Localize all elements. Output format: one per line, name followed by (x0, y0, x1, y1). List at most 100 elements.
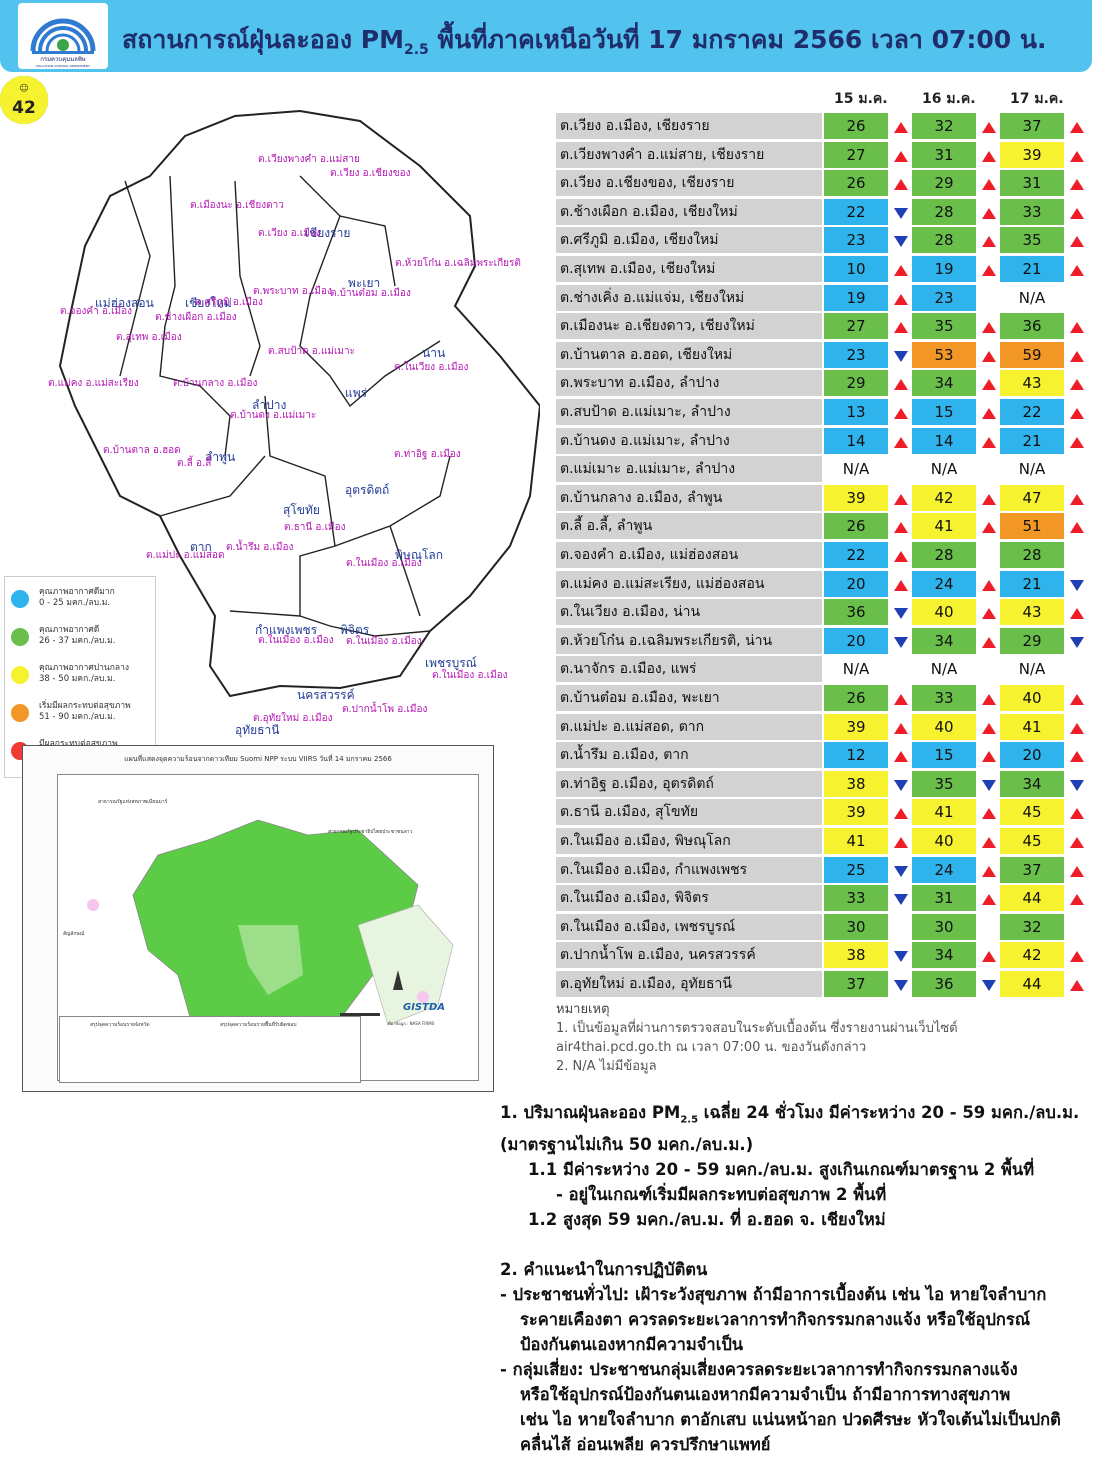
pm25-value-cell: 40 (912, 599, 976, 626)
trend-up-icon (1070, 408, 1084, 419)
station-label: ต.เวียงพางคำ อ.แม่สาย (258, 154, 360, 165)
advice-general-3: ป้องกันตนเองหากมีความจำเป็น (520, 1335, 744, 1355)
station-label: ต.จองคำ อ.เมือง (60, 306, 132, 317)
pm25-value-cell: 40 (1000, 685, 1064, 711)
trend-up-icon (1070, 179, 1084, 191)
pm25-value-cell: 37 (824, 971, 888, 997)
trend-up-icon (894, 179, 908, 191)
station-label: ต.ธานี อ.เมือง (284, 522, 346, 533)
province-label: เพชรบูรณ์ (425, 656, 477, 670)
pm25-value-cell: 29 (912, 170, 976, 197)
trend-down-icon (894, 350, 908, 362)
table-row: ต.แม่เมาะ อ.แม่เมาะ, ลำปาง N/A N/A N/A (556, 456, 1086, 483)
advice-risk-4: คลื่นไส้ อ่อนเพลีย ควรปรึกษาแพทย์ (520, 1435, 771, 1455)
date-header-2: 16 ม.ค. (922, 91, 976, 107)
table-row: ต.บ้านตาล อ.ฮอด, เชียงใหม่ 23 53 59 (556, 341, 1086, 368)
legend-range: 38 - 50 มคก./ลบ.ม. (39, 674, 116, 684)
pm25-value-cell: 31 (912, 885, 976, 912)
trend-up-icon (894, 322, 908, 334)
legend-entry: เริ่มมีผลกระทบต่อสุขภาพ 51 - 90 มคก./ลบ.ม… (39, 701, 155, 723)
legend-swatch (11, 704, 29, 722)
country-label-myanmar: สาธารณรัฐแห่งสหภาพเมียนมาร์ (98, 798, 168, 805)
map-legend: คุณภาพอากาศดีมาก 0 - 25 มคก./ลบ.ม. คุณภาพอ… (4, 576, 156, 778)
station-label: ต.ในเมือง อ.เมือง (346, 636, 422, 647)
station-name-cell: ต.ในเมือง อ.เมือง, เพชรบูรณ์ (556, 913, 822, 940)
trend-up-icon (894, 837, 908, 848)
station-name-cell: ต.ศรีภูมิ อ.เมือง, เชียงใหม่ (556, 227, 822, 254)
pm25-value-cell: 42 (912, 484, 976, 511)
pm25-value-cell: 30 (824, 913, 888, 940)
notes-line-1: 1. เป็นข้อมูลที่ผ่านการตรวจสอบในระดับเบื… (556, 1021, 958, 1036)
trend-up-icon (1070, 493, 1084, 505)
trend-up-icon (894, 122, 908, 133)
legend-swatch (11, 590, 29, 608)
trend-up-icon (982, 436, 996, 448)
pm25-value-cell: 44 (1000, 971, 1064, 997)
date-header-1: 15 ม.ค. (834, 91, 888, 107)
pm25-value-cell: 26 (824, 685, 888, 711)
table-row: ต.เวียง อ.เชียงของ, เชียงราย 26 29 31 (556, 170, 1086, 197)
pm25-value-cell: 43 (1000, 599, 1064, 626)
trend-down-icon (894, 779, 908, 791)
trend-up-icon (894, 522, 908, 534)
station-name-cell: ต.จองคำ อ.เมือง, แม่ฮ่องสอน (556, 542, 822, 568)
trend-down-icon (1070, 779, 1084, 791)
hotspot-summary-right-title: สรุปจุดความร้อนรายพื้นที่รับผิดชอบ (220, 1022, 297, 1028)
station-name-cell: ต.แม่คง อ.แม่สะเรียง, แม่ฮ่องสอน (556, 570, 822, 597)
trend-down-icon (894, 894, 908, 906)
table-row: ต.ปากน้ำโพ อ.เมือง, นครสวรรค์ 38 34 42 (556, 942, 1086, 969)
station-name-cell: ต.ในเวียง อ.เมือง, น่าน (556, 599, 822, 626)
pm25-value-cell: 24 (912, 856, 976, 883)
pm25-value-cell: N/A (1018, 460, 1046, 479)
summary-point-1-standard: (มาตรฐานไม่เกิน 50 มคก./ลบ.ม.) (500, 1135, 754, 1155)
station-label: ต.สุเทพ อ.เมือง (116, 332, 182, 343)
trend-up-icon (982, 179, 996, 191)
station-label: ต.บ้านตาล อ.ฮอด (103, 445, 181, 456)
table-row: ต.เวียงพางคำ อ.แม่สาย, เชียงราย 27 31 39 (556, 141, 1086, 168)
trend-up-icon (982, 951, 996, 963)
pm25-value-cell: 35 (1000, 227, 1064, 254)
legend-swatch (11, 628, 29, 646)
notes-heading: หมายเหตุ (556, 1002, 610, 1017)
pm25-value-cell: 37 (1000, 113, 1064, 139)
date-header-3: 17 ม.ค. (1010, 91, 1064, 107)
pm25-value-cell: 21 (1000, 256, 1064, 282)
trend-up-icon (894, 265, 908, 276)
pm25-value-cell: 32 (912, 113, 976, 139)
pm25-value-cell: 43 (1000, 370, 1064, 397)
trend-up-icon (894, 436, 908, 448)
trend-up-icon (1070, 694, 1084, 705)
pm25-value-cell: 28 (912, 227, 976, 254)
station-name-cell: ต.ลี้ อ.ลี้, ลำพูน (556, 513, 822, 540)
table-row: ต.เมืองนะ อ.เชียงดาว, เชียงใหม่ 27 35 36 (556, 313, 1086, 340)
pm25-value-cell: 41 (912, 799, 976, 826)
trend-down-icon (982, 980, 996, 991)
station-label: ต.ช้างเผือก อ.เมือง (155, 312, 237, 323)
pm25-value-cell: N/A (842, 660, 870, 679)
pm25-value-cell: 41 (1000, 713, 1064, 740)
legend-entry: คุณภาพอากาศดีมาก 0 - 25 มคก./ลบ.ม. (39, 587, 155, 609)
trend-up-icon (1070, 379, 1084, 391)
station-label: ต.แม่คง อ.แม่สะเรียง (48, 378, 139, 389)
table-row: ต.ในเมือง อ.เมือง, กำแพงเพชร 25 24 37 (556, 856, 1086, 883)
trend-down-icon (1070, 579, 1084, 591)
summary-point-1-1-detail: - อยู่ในเกณฑ์เริ่มมีผลกระทบต่อสุขภาพ 2 พ… (556, 1185, 887, 1205)
pm25-value-cell: 53 (912, 341, 976, 368)
trend-up-icon (1070, 150, 1084, 162)
trend-up-icon (982, 608, 996, 620)
station-label: ต.ในเวียง อ.เมือง (394, 362, 469, 373)
station-label: ต.แม่ปะ อ.แม่สอด (146, 550, 225, 561)
pm25-value-cell: 33 (824, 885, 888, 912)
trend-up-icon (982, 522, 996, 534)
legend-title: คุณภาพอากาศปานกลาง (39, 663, 130, 673)
station-label: ต.บ้านกลาง อ.เมือง (173, 378, 258, 389)
station-name-cell: ต.ห้วยโก๋น อ.เฉลิมพระเกียรติ, น่าน (556, 627, 822, 654)
table-notes: หมายเหตุ 1. เป็นข้อมูลที่ผ่านการตรวจสอบใ… (556, 1000, 958, 1076)
pm25-value-cell: 26 (824, 513, 888, 540)
trend-up-icon (1070, 265, 1084, 276)
table-row: ต.ช้างเผือก อ.เมือง, เชียงใหม่ 22 28 33 (556, 198, 1086, 225)
pm25-value-cell: 45 (1000, 799, 1064, 826)
trend-up-icon (982, 322, 996, 334)
trend-up-icon (982, 207, 996, 219)
station-name-cell: ต.เวียง อ.เชียงของ, เชียงราย (556, 170, 822, 197)
